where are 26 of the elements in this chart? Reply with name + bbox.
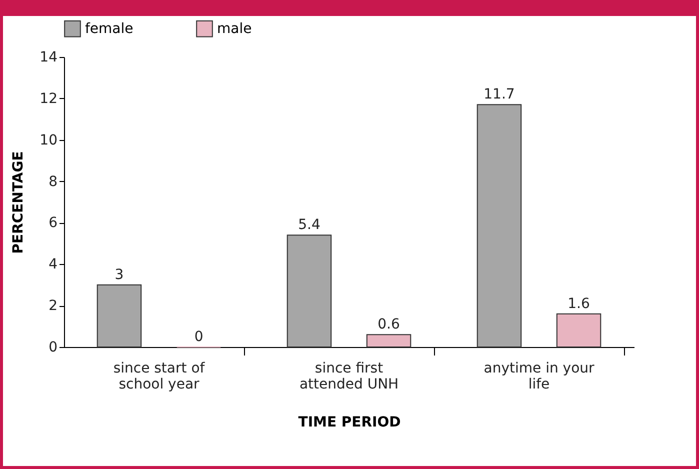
bar [286,234,332,348]
data-label: 11.7 [484,86,515,103]
data-label: 1.6 [568,296,590,312]
data-label: 0.6 [378,316,400,333]
x-tick-label: anytime in your life [484,360,594,392]
bar [556,313,602,348]
legend-label: female [85,20,134,37]
data-label: 3 [114,266,124,283]
y-tick-label: 2 [48,298,58,314]
bar [476,104,522,348]
x-tick-label: since first attended UNH [299,360,399,392]
y-tick-label: 4 [48,256,58,273]
y-tick-label: 6 [48,215,58,232]
bar [366,334,412,348]
data-label: 0 [194,329,204,345]
y-tick-label: 10 [40,132,58,148]
data-label: 5.4 [298,217,320,234]
y-tick-label: 14 [40,50,58,66]
bar [96,284,142,348]
x-tick-label: since start of school year [113,360,206,392]
y-tick-label: 12 [40,90,58,107]
y-tick-label: 8 [48,174,58,190]
y-tick-label: 0 [48,340,58,356]
y-axis-title: PERCENTAGE [10,151,27,254]
legend-label: male [217,20,252,37]
x-axis-title: TIME PERIOD [298,414,401,430]
